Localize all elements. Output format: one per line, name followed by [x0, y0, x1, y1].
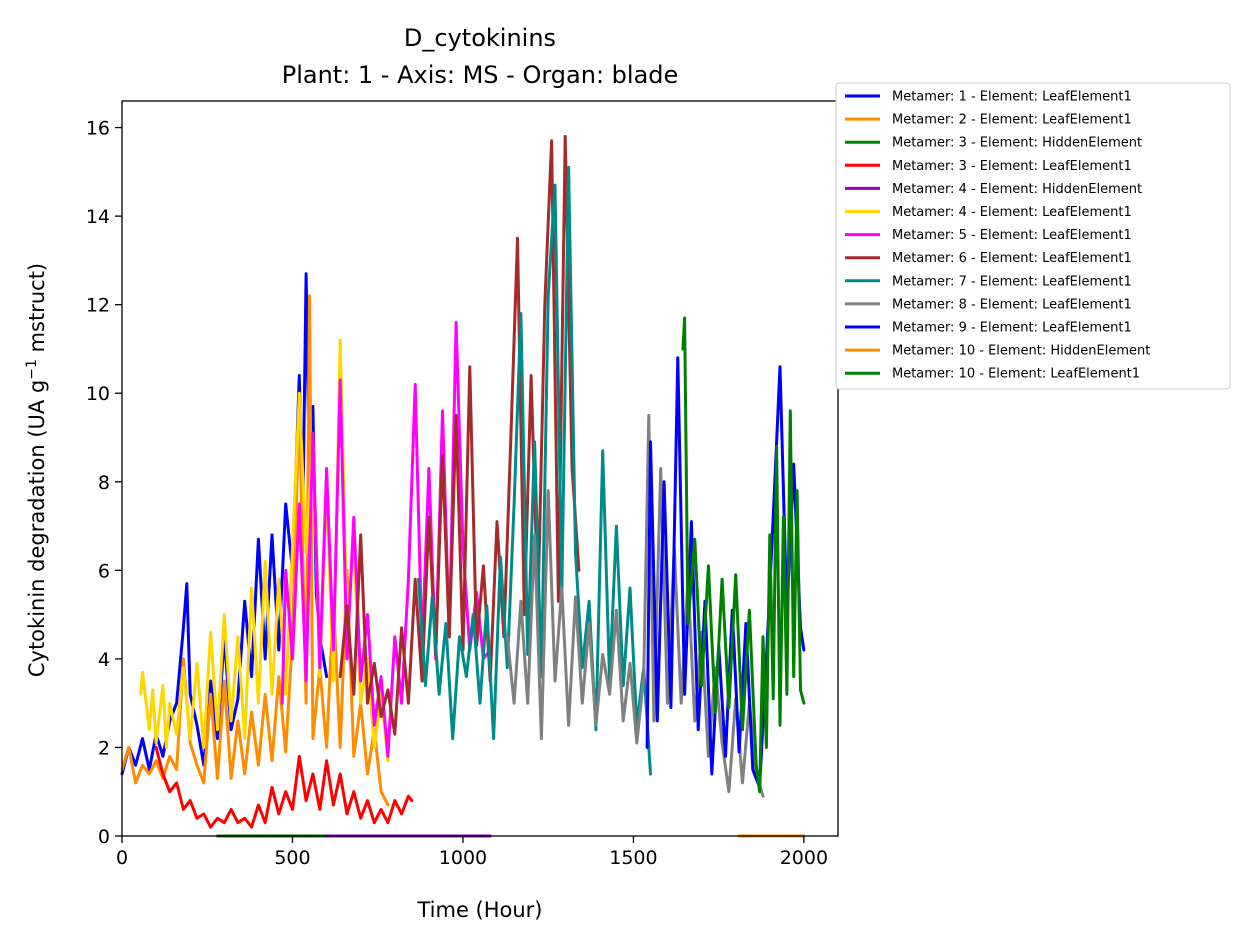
- legend-label: Metamer: 6 - Element: LeafElement1: [892, 251, 1132, 266]
- y-tick-label: 2: [98, 737, 110, 759]
- series-line-10: [505, 413, 765, 798]
- legend-label: Metamer: 4 - Element: LeafElement1: [892, 205, 1132, 220]
- y-axis-label-main: Cytokinin degradation (UA g: [25, 380, 49, 677]
- y-tick-label: 8: [98, 472, 110, 494]
- x-tick-label: 2000: [780, 847, 828, 869]
- y-tick-label: 14: [86, 206, 110, 228]
- y-axis-label: Cytokinin degradation (UA g−1 mstruct): [24, 263, 49, 677]
- x-axis-label: Time (Hour): [416, 898, 542, 922]
- y-axis: 0 2 4 6 8 10 12 14 16: [86, 118, 122, 848]
- legend-label: Metamer: 3 - Element: LeafElement1: [892, 159, 1132, 174]
- y-axis-label-tail: mstruct): [25, 263, 49, 359]
- legend-label: Metamer: 4 - Element: HiddenElement: [892, 182, 1142, 197]
- plot-frame: [121, 100, 839, 837]
- legend-label: Metamer: 3 - Element: HiddenElement: [892, 136, 1142, 151]
- legend-items: Metamer: 1 - Element: LeafElement1 Metame…: [845, 90, 1150, 382]
- y-tick-label: 0: [98, 826, 110, 848]
- y-tick-label: 12: [86, 295, 110, 317]
- legend-frame: [835, 82, 1231, 390]
- legend-label: Metamer: 10 - Element: LeafElement1: [892, 367, 1140, 382]
- series-line-9: [417, 165, 652, 776]
- series-line-11: [645, 356, 806, 789]
- series-line-4: [154, 745, 414, 829]
- chart-subtitle: Plant: 1 - Axis: MS - Organ: blade: [282, 61, 679, 89]
- series-line-13: [681, 316, 806, 794]
- y-tick-label: 16: [86, 118, 110, 140]
- legend-label: Metamer: 5 - Element: LeafElement1: [892, 228, 1132, 243]
- legend-label: Metamer: 9 - Element: LeafElement1: [892, 321, 1132, 336]
- legend-label: Metamer: 7 - Element: LeafElement1: [892, 274, 1132, 289]
- y-tick-label: 4: [98, 649, 110, 671]
- legend: Metamer: 1 - Element: LeafElement1 Metame…: [835, 82, 1231, 390]
- legend-label: Metamer: 1 - Element: LeafElement1: [892, 90, 1132, 105]
- x-tick-label: 500: [274, 847, 310, 869]
- x-tick-label: 1000: [439, 847, 487, 869]
- chart-title: D_cytokinins: [404, 24, 556, 52]
- series-line-1: [120, 272, 329, 776]
- legend-label: Metamer: 10 - Element: HiddenElement: [892, 344, 1150, 359]
- x-tick-label: 0: [116, 847, 128, 869]
- x-axis: 0 500 1000 1500 2000: [116, 836, 828, 869]
- series-line-7: [280, 320, 492, 758]
- y-axis-label-sup: −1: [24, 359, 40, 380]
- x-tick-label: 1500: [609, 847, 657, 869]
- legend-label: Metamer: 8 - Element: LeafElement1: [892, 297, 1132, 312]
- series-line-2: [120, 294, 390, 807]
- y-tick-label: 6: [98, 560, 110, 582]
- legend-label: Metamer: 2 - Element: LeafElement1: [892, 113, 1132, 128]
- y-tick-label: 10: [86, 383, 110, 405]
